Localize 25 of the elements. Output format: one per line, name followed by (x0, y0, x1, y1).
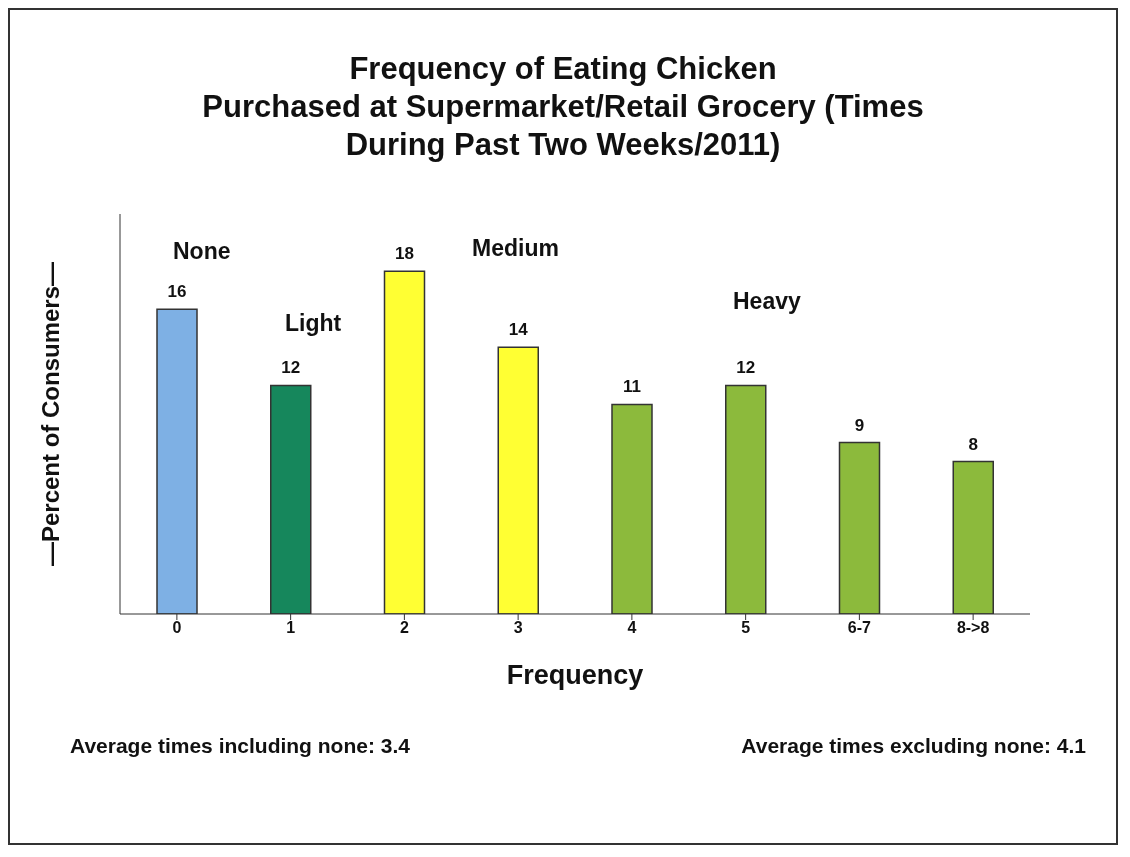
chart-title: Frequency of Eating Chicken Purchased at Supermarket/Retail Grocery (Times During Past Two Weeks/2011) (201, 50, 925, 164)
x-tick-label: 6-7 (847, 619, 872, 637)
annotation: Light (285, 310, 342, 337)
annotation: Heavy (733, 288, 801, 315)
x-axis-title: Frequency (506, 660, 644, 690)
x-tick-label: 2 (399, 619, 409, 637)
data-label: 14 (508, 320, 529, 340)
x-tick-label: 5 (741, 619, 751, 637)
data-label: 16 (167, 282, 187, 302)
x-tick-label: 0 (172, 619, 182, 637)
data-label: 18 (395, 244, 414, 264)
data-label: 11 (623, 377, 641, 397)
data-label: 12 (281, 358, 301, 378)
data-label: 12 (736, 358, 756, 378)
x-tick-label: 1 (286, 619, 296, 637)
x-tick-label: 3 (513, 619, 523, 637)
x-tick-label: 8->8 (956, 619, 990, 637)
text: Average times excluding none: 4.1 (741, 734, 1086, 758)
data-label: 8 (968, 434, 978, 454)
annotation: Medium (472, 235, 559, 262)
data-label: 9 (854, 415, 865, 435)
text: Average times including none: 3.4 (70, 734, 410, 758)
x-tick-label: 4 (627, 619, 637, 637)
annotation: None (173, 238, 231, 265)
y-axis-title: —Percent of Consumers— (36, 261, 64, 567)
